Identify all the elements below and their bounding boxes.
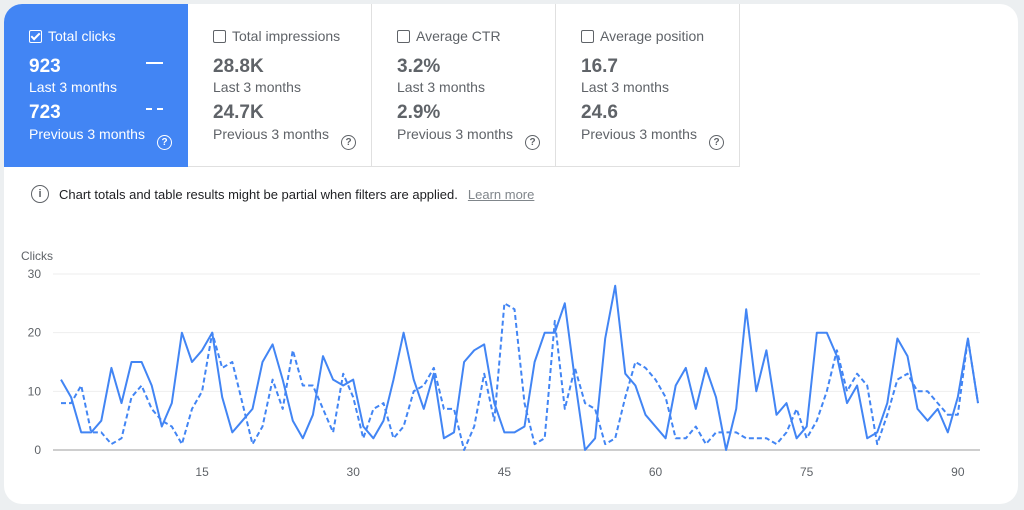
metric-title: Average CTR <box>416 28 501 44</box>
metric-current-value: 3.2% <box>397 56 441 77</box>
metric-previous-label: Previous 3 months <box>581 126 697 142</box>
filter-notice: i Chart totals and table results might b… <box>31 185 534 203</box>
help-icon[interactable]: ? <box>525 135 540 150</box>
metric-previous-label: Previous 3 months <box>29 126 145 142</box>
checkbox-unchecked-icon[interactable] <box>581 29 594 43</box>
metric-title: Total impressions <box>232 28 341 44</box>
metric-tiles: Total clicks 923 Last 3 months 723 Previ… <box>4 4 740 167</box>
metric-tile-average-ctr[interactable]: Average CTR 3.2% Last 3 months 2.9% Prev… <box>372 4 556 167</box>
help-icon[interactable]: ? <box>157 135 172 150</box>
x-tick-label: 60 <box>649 465 663 479</box>
y-axis-label: Clicks <box>21 249 53 263</box>
metric-current-value: 16.7 <box>581 56 618 77</box>
metric-previous-value: 24.6 <box>581 102 618 123</box>
metric-header: Total clicks <box>29 28 116 44</box>
checkbox-unchecked-icon[interactable] <box>213 29 226 43</box>
metric-title: Total clicks <box>48 28 116 44</box>
metric-header: Average position <box>581 28 704 44</box>
metric-previous-value: 24.7K <box>213 102 264 123</box>
help-icon[interactable]: ? <box>709 135 724 150</box>
performance-card: Total clicks 923 Last 3 months 723 Previ… <box>4 4 1018 504</box>
notice-text: Chart totals and table results might be … <box>59 186 458 202</box>
solid-line-legend-icon <box>146 62 163 64</box>
y-tick-label: 20 <box>28 326 42 340</box>
metric-tile-average-position[interactable]: Average position 16.7 Last 3 months 24.6… <box>556 4 740 167</box>
learn-more-link[interactable]: Learn more <box>467 186 535 202</box>
metric-previous-value: 2.9% <box>397 102 441 123</box>
metric-title: Average position <box>600 28 705 44</box>
metric-header: Average CTR <box>397 28 501 44</box>
info-icon: i <box>31 185 49 203</box>
previous-period-line <box>61 302 979 451</box>
x-tick-label: 75 <box>800 465 814 479</box>
metric-current-label: Last 3 months <box>29 79 117 95</box>
metric-tile-total-impressions[interactable]: Total impressions 28.8K Last 3 months 24… <box>188 4 372 167</box>
y-tick-label: 30 <box>28 267 42 281</box>
x-tick-label: 90 <box>951 465 965 479</box>
clicks-line-chart: Clicks 0 10 20 30 15 30 45 60 75 90 <box>21 249 980 479</box>
metric-tile-total-clicks[interactable]: Total clicks 923 Last 3 months 723 Previ… <box>4 4 188 167</box>
help-icon[interactable]: ? <box>341 135 356 150</box>
metric-current-label: Last 3 months <box>213 79 301 95</box>
metric-current-label: Last 3 months <box>397 79 485 95</box>
x-tick-label: 30 <box>347 465 361 479</box>
y-tick-label: 10 <box>28 384 42 398</box>
current-period-line <box>60 284 979 451</box>
metric-current-label: Last 3 months <box>581 79 669 95</box>
metric-header: Total impressions <box>213 28 340 44</box>
metric-current-value: 923 <box>29 56 61 77</box>
metric-previous-label: Previous 3 months <box>397 126 513 142</box>
checkbox-checked-icon[interactable] <box>29 29 42 43</box>
metric-previous-label: Previous 3 months <box>213 126 329 142</box>
metric-current-value: 28.8K <box>213 56 264 77</box>
dashed-line-legend-icon <box>146 108 163 110</box>
x-tick-label: 45 <box>498 465 512 479</box>
metric-previous-value: 723 <box>29 102 61 123</box>
checkbox-unchecked-icon[interactable] <box>397 29 410 43</box>
y-tick-label: 0 <box>34 443 41 457</box>
x-tick-label: 15 <box>195 465 209 479</box>
